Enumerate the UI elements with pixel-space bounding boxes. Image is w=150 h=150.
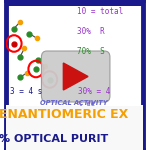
Text: ENANTIOMERIC EX: ENANTIOMERIC EX — [0, 108, 128, 121]
Text: 70%  S: 70% S — [77, 46, 105, 56]
Bar — [6, 0, 143, 6]
Bar — [4, 106, 144, 150]
Text: OPTICAL ACTIVITY: OPTICAL ACTIVITY — [40, 100, 108, 106]
Text: 30% = 4: 30% = 4 — [78, 87, 111, 96]
FancyBboxPatch shape — [41, 51, 110, 102]
Text: % OPTICAL PURIT: % OPTICAL PURIT — [0, 134, 108, 144]
Polygon shape — [63, 63, 88, 90]
Text: 30%  R: 30% R — [77, 27, 105, 36]
Bar — [6, 105, 143, 150]
Text: % ee: % ee — [78, 100, 95, 106]
Text: 10 = total: 10 = total — [77, 8, 123, 16]
Text: 3 = 4 s: 3 = 4 s — [10, 87, 42, 96]
